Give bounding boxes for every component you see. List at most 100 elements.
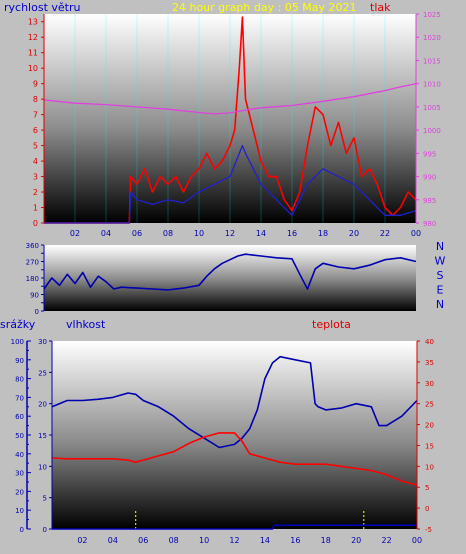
wind-x-tick-label: 08 xyxy=(163,229,173,238)
rain-y-tick-label: 40 xyxy=(15,451,24,459)
wind-x-tick-label: 14 xyxy=(256,229,266,238)
wind-y-tick-label: 3 xyxy=(33,173,38,182)
temperature-y-tick-label: -5 xyxy=(425,526,432,534)
rain-y-tick-label: 60 xyxy=(15,413,24,421)
rain-y-tick-label: 10 xyxy=(15,507,24,515)
temperature-y-tick-label: 30 xyxy=(425,380,434,388)
pressure-y-tick-label: 1020 xyxy=(423,34,441,42)
pressure-y-tick-label: 1010 xyxy=(423,81,441,89)
temperature-y-tick-label: 40 xyxy=(425,338,434,346)
temperature-y-tick-label: 5 xyxy=(425,484,429,492)
wind-y-tick-label: 7 xyxy=(33,111,38,120)
humidity-x-tick-label: 14 xyxy=(260,536,270,545)
wind-x-tick-label: 20 xyxy=(349,229,359,238)
pressure-label: tlak xyxy=(370,1,391,14)
compass-label: W xyxy=(435,255,446,268)
rain-label: srážky xyxy=(0,318,36,331)
wind-x-tick-label: 02 xyxy=(70,229,80,238)
rain-y-tick-label: 90 xyxy=(15,357,24,365)
pressure-y-tick-label: 980 xyxy=(423,220,436,228)
wind-y-tick-label: 12 xyxy=(28,33,38,42)
humidity-label: vlhkost xyxy=(66,318,106,331)
pressure-y-tick-label: 1005 xyxy=(423,104,441,112)
compass-label: S xyxy=(437,269,444,282)
wind-x-tick-label: 00 xyxy=(411,229,421,238)
temperature-y-tick-label: 25 xyxy=(425,401,434,409)
wind-y-tick-label: 9 xyxy=(33,80,38,89)
humidity-x-tick-label: 10 xyxy=(199,536,209,545)
humidity-x-tick-label: 00 xyxy=(412,536,422,545)
humidity-y-tick-label: 0 xyxy=(43,526,47,534)
wind-y-tick-label: 1 xyxy=(33,204,38,213)
pressure-y-tick-label: 1025 xyxy=(423,11,441,19)
humidity-y-tick-label: 15 xyxy=(38,432,47,440)
humidity-x-tick-label: 18 xyxy=(321,536,331,545)
direction-y-tick-label: 360 xyxy=(26,242,39,250)
humidity-x-tick-label: 16 xyxy=(290,536,300,545)
graph-title: 24 hour graph day : 05 May 2021 xyxy=(172,1,357,14)
compass-label: N xyxy=(436,240,444,253)
temperature-y-tick-label: 10 xyxy=(425,463,434,471)
rain-y-tick-label: 70 xyxy=(15,394,24,402)
temperature-y-tick-label: 35 xyxy=(425,359,434,367)
wind-y-tick-label: 6 xyxy=(33,126,38,135)
pressure-y-tick-label: 1015 xyxy=(423,57,441,65)
humidity-y-tick-label: 5 xyxy=(43,495,47,503)
wind-y-tick-label: 5 xyxy=(33,142,38,151)
rain-y-tick-label: 0 xyxy=(20,526,24,534)
wind-average-line xyxy=(44,144,417,224)
rain-line xyxy=(52,524,417,530)
direction-y-tick-label: 90 xyxy=(30,292,39,300)
wind-y-tick-label: 8 xyxy=(33,95,38,104)
temperature-label: teplota xyxy=(312,318,351,331)
humidity-line xyxy=(51,355,418,449)
wind-x-tick-label: 10 xyxy=(194,229,204,238)
wind-y-tick-label: 0 xyxy=(33,219,38,228)
humidity-x-tick-label: 04 xyxy=(108,536,118,545)
wind-x-tick-label: 16 xyxy=(287,229,297,238)
wind-x-tick-label: 06 xyxy=(132,229,142,238)
wind-x-tick-label: 12 xyxy=(225,229,235,238)
wind-speed-line xyxy=(44,16,417,224)
humidity-x-tick-label: 20 xyxy=(351,536,361,545)
temperature-y-tick-label: 15 xyxy=(425,442,434,450)
humidity-temperature-panel: 0 10 20 30 40 50 60 70 80 90 100 0 5 10 15 20 25 30 -5 0 5… xyxy=(11,338,434,545)
wind-label: rychlost větru xyxy=(4,1,80,14)
temperature-y-tick-label: 20 xyxy=(425,422,434,430)
wind-y-tick-label: 4 xyxy=(33,157,38,166)
wind-y-tick-label: 11 xyxy=(28,49,38,58)
temperature-line xyxy=(51,432,418,486)
humidity-x-tick-label: 06 xyxy=(138,536,148,545)
direction-y-tick-label: 0 xyxy=(35,308,39,316)
compass-label: E xyxy=(437,284,444,297)
wind-x-tick-label: 04 xyxy=(101,229,111,238)
humidity-x-tick-label: 12 xyxy=(229,536,239,545)
temperature-y-tick-label: 0 xyxy=(425,505,429,513)
humidity-y-tick-label: 30 xyxy=(38,338,47,346)
wind-direction-line xyxy=(43,253,417,291)
rain-y-tick-label: 50 xyxy=(15,432,24,440)
direction-y-tick-label: 270 xyxy=(26,259,39,267)
wind-y-tick-label: 13 xyxy=(28,18,38,27)
wind-plot-area xyxy=(44,14,416,223)
humidity-y-tick-label: 10 xyxy=(38,463,47,471)
compass-label: N xyxy=(436,298,444,311)
pressure-y-tick-label: 1000 xyxy=(423,127,441,135)
wind-x-tick-label: 22 xyxy=(380,229,390,238)
rain-y-tick-label: 100 xyxy=(11,338,24,346)
wind-y-tick-label: 2 xyxy=(33,188,38,197)
pressure-line xyxy=(43,83,417,115)
humidity-x-tick-label: 02 xyxy=(77,536,87,545)
humidity-y-tick-label: 25 xyxy=(38,369,47,377)
rain-y-tick-label: 80 xyxy=(15,376,24,384)
humidity-y-tick-label: 20 xyxy=(38,401,47,409)
rain-y-tick-label: 30 xyxy=(15,470,24,478)
pressure-y-tick-label: 990 xyxy=(423,174,436,182)
direction-y-tick-label: 180 xyxy=(26,275,39,283)
wind-y-tick-label: 10 xyxy=(28,64,38,73)
wind-x-tick-label: 18 xyxy=(318,229,328,238)
pressure-y-tick-label: 985 xyxy=(423,197,436,205)
